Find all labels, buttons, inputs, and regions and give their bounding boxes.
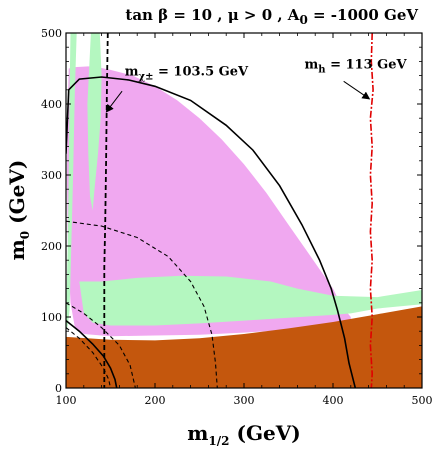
higgs-limit-line <box>369 33 374 388</box>
y-tick-label: 0 <box>55 382 62 395</box>
y-tick-label: 100 <box>41 311 62 324</box>
annotations-layer: mχ± = 103.5 GeV mh = 113 GeV <box>105 58 408 113</box>
chargino-arrow <box>105 90 123 113</box>
higgs-annotation: mh = 113 GeV <box>305 58 408 76</box>
y-tick-label: 400 <box>41 98 62 111</box>
dashed-inner-curve <box>66 327 112 388</box>
y-tick-label: 300 <box>41 169 62 182</box>
brown-excluded-region <box>66 306 422 388</box>
y-tick-label: 200 <box>41 240 62 253</box>
boundary-outer-curve <box>66 76 357 388</box>
dashed-mid-curve <box>66 302 136 388</box>
dashed-outer-curve <box>66 220 218 388</box>
green-left-strip <box>66 33 77 332</box>
curves-layer <box>66 33 374 388</box>
y-tick-label: 500 <box>41 27 62 40</box>
x-tick-label: 100 <box>56 394 77 407</box>
x-tick-label: 500 <box>412 394 433 407</box>
y-axis-label: m0 (GeV) <box>5 160 32 261</box>
chargino-limit-line <box>103 33 109 388</box>
chart-title: tan β = 10 , μ > 0 , A0 = -1000 GeV <box>125 6 418 27</box>
x-tick-label: 300 <box>234 394 255 407</box>
higgs-arrow <box>343 80 371 100</box>
regions-layer <box>66 33 422 388</box>
x-tick-label: 200 <box>145 394 166 407</box>
green-band-region <box>79 275 422 326</box>
pink-region <box>66 66 351 337</box>
x-axis-label: m1/2 (GeV) <box>187 421 300 448</box>
chargino-annotation: mχ± = 103.5 GeV <box>125 65 249 83</box>
x-tick-label: 400 <box>323 394 344 407</box>
